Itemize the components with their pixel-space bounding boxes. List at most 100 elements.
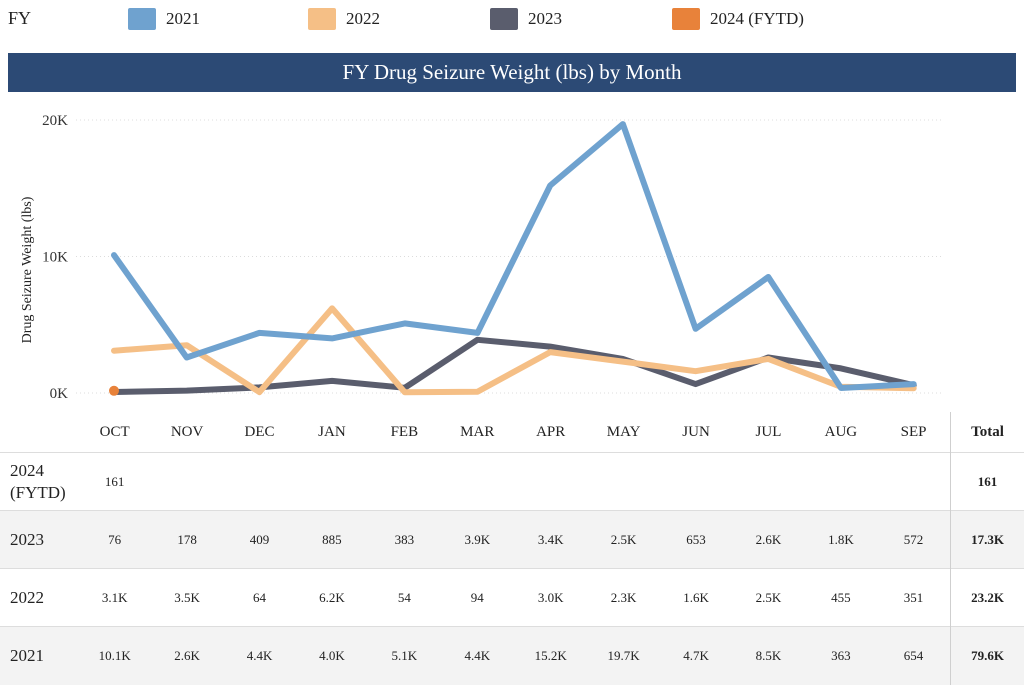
row-label: 2021 [10, 645, 44, 665]
table-cell [587, 453, 659, 511]
series-line-2022[interactable] [111, 305, 917, 396]
row-label: 2023 [10, 529, 44, 549]
table-cell [805, 453, 877, 511]
table-cell: 54 [397, 589, 411, 605]
total-header: Total [950, 412, 1024, 453]
legend-item-2024[interactable]: 2024 (FYTD) [672, 6, 804, 32]
table-cell: 178 [177, 531, 197, 547]
table-row: 2021 10.1K 2.6K 4.4K 4.0K 5.1K 4.4K 15.2… [0, 626, 1024, 685]
legend-title: FY [8, 8, 32, 28]
table-cell: 363 [831, 647, 851, 663]
table-cell: 3.1K [101, 589, 128, 605]
row-label: 2022 [10, 587, 44, 607]
series-line-2021[interactable] [111, 121, 917, 391]
table-cell [660, 453, 732, 511]
table-cell: 15.2K [534, 647, 567, 663]
table-cell: 2.3K [610, 589, 637, 605]
column-header: JUL [755, 423, 782, 440]
table-cell [732, 453, 804, 511]
table-cell: 383 [394, 531, 415, 547]
table-cell: 351 [903, 589, 924, 605]
row-total: 79.6K [950, 626, 1024, 685]
table-cell: 654 [903, 647, 924, 663]
table-cell: 3.0K [537, 589, 564, 605]
y-tick-label: 10K [42, 250, 68, 266]
table-cell [368, 453, 440, 511]
series-point-2024[interactable] [109, 385, 119, 396]
table-cell: 3.5K [174, 589, 200, 605]
legend-label-2024: 2024 (FYTD) [710, 9, 804, 28]
row-total: 23.2K [950, 568, 1024, 627]
table-cell: 19.7K [607, 647, 640, 663]
table-cell [151, 453, 223, 511]
table-cell: 2.5K [755, 589, 782, 605]
legend-swatch-2021 [128, 8, 156, 30]
chart-title: FY Drug Seizure Weight (lbs) by Month [8, 53, 1016, 92]
legend-label-2021: 2021 [166, 9, 200, 28]
table-cell: 2.5K [610, 531, 637, 547]
series-line-2023[interactable] [111, 336, 917, 395]
column-header: JAN [318, 423, 346, 440]
column-header: FEB [390, 423, 419, 440]
table-cell: 64 [253, 589, 266, 605]
table-row: 2022 3.1K 3.5K 64 6.2K 54 94 3.0K 2.3K 1… [0, 568, 1024, 627]
table-cell: 4.4K [246, 647, 273, 663]
legend-swatch-2023 [490, 8, 518, 30]
column-header: APR [536, 423, 566, 440]
table-cell: 161 [104, 473, 125, 489]
legend-item-2022[interactable]: 2022 [308, 6, 380, 32]
table-cell: 2.6K [755, 531, 782, 547]
table-row: 2024 (FYTD) 161 161 [0, 452, 1024, 511]
table-cell [296, 453, 368, 511]
table-cell: 572 [903, 531, 924, 547]
y-tick-label: 20K [42, 113, 68, 129]
table-cell [514, 453, 587, 511]
table-cell [223, 453, 295, 511]
row-total: 161 [950, 452, 1024, 511]
table-cell: 8.5K [755, 647, 782, 663]
legend-label-2022: 2022 [346, 9, 380, 28]
table-cell: 409 [249, 531, 270, 547]
column-header: AUG [824, 423, 858, 440]
column-header: DEC [244, 423, 275, 440]
row-label: 2024 (FYTD) [10, 460, 66, 502]
table-cell: 76 [108, 531, 122, 547]
legend-label-2023: 2023 [528, 9, 562, 28]
table-cell: 94 [470, 589, 484, 605]
table-cell: 4.7K [683, 647, 709, 663]
table-cell: 2.6K [174, 647, 200, 663]
data-table: OCT NOV DEC JAN FEB MAR APR MAY JUN JUL … [0, 412, 1024, 685]
chart-title-text: FY Drug Seizure Weight (lbs) by Month [342, 60, 682, 84]
legend: FY 2021 2022 2023 2024 (FYTD) [0, 0, 1024, 40]
table-cell: 3.4K [537, 531, 564, 547]
column-header: OCT [99, 423, 130, 440]
table-cell: 10.1K [98, 647, 131, 663]
legend-item-2021[interactable]: 2021 [128, 6, 200, 32]
table-cell: 5.1K [391, 647, 418, 663]
legend-swatch-2022 [308, 8, 336, 30]
column-header: MAR [460, 423, 495, 440]
row-total: 17.3K [950, 510, 1024, 569]
y-tick-label: 0K [50, 386, 69, 402]
table-cell: 4.0K [319, 647, 345, 663]
table-cell: 3.9K [464, 531, 491, 547]
line-chart: 0K 10K 20K [42, 113, 942, 402]
table-cell [877, 453, 950, 511]
table-corner [0, 412, 78, 453]
legend-item-2023[interactable]: 2023 [490, 6, 562, 32]
table-cell [441, 453, 514, 511]
legend-swatch-2024 [672, 8, 700, 30]
table-row: 2023 76 178 409 885 383 3.9K 3.4K 2.5K 6… [0, 510, 1024, 569]
table-cell: 1.6K [683, 589, 709, 605]
table-cell: 6.2K [319, 589, 345, 605]
column-header: SEP [900, 423, 927, 440]
column-header: MAY [606, 423, 641, 440]
table-header-row: OCT NOV DEC JAN FEB MAR APR MAY JUN JUL … [0, 412, 1024, 453]
table-cell: 1.8K [828, 531, 854, 547]
y-axis-label: Drug Seizure Weight (lbs) [20, 196, 35, 344]
table-cell: 653 [686, 531, 706, 547]
table-cell: 455 [831, 589, 851, 605]
column-header: JUN [682, 423, 710, 440]
column-header: NOV [170, 423, 204, 440]
table-cell: 4.4K [464, 647, 491, 663]
